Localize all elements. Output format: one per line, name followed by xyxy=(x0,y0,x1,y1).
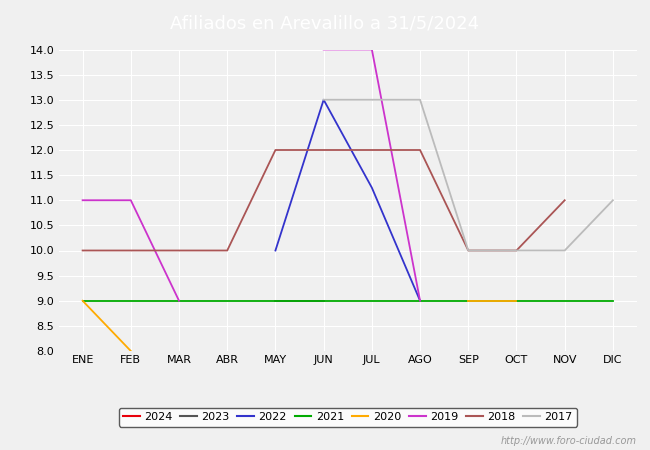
2021 xyxy=(464,298,472,303)
2018 xyxy=(79,248,86,253)
2018 xyxy=(464,248,472,253)
Line: 2022: 2022 xyxy=(276,100,420,301)
Line: 2018: 2018 xyxy=(83,150,565,251)
2021 xyxy=(79,298,86,303)
2018 xyxy=(272,147,280,153)
2021 xyxy=(320,298,328,303)
2020 xyxy=(127,348,135,354)
2021 xyxy=(513,298,521,303)
2017 xyxy=(320,97,328,103)
2021 xyxy=(224,298,231,303)
2021 xyxy=(175,298,183,303)
2021 xyxy=(416,298,424,303)
2018 xyxy=(368,147,376,153)
2017 xyxy=(513,248,521,253)
2021 xyxy=(368,298,376,303)
2018 xyxy=(320,147,328,153)
2019 xyxy=(79,198,86,203)
Text: Afiliados en Arevalillo a 31/5/2024: Afiliados en Arevalillo a 31/5/2024 xyxy=(170,14,480,33)
2022 xyxy=(272,248,280,253)
2021 xyxy=(272,298,280,303)
2018 xyxy=(175,248,183,253)
2020 xyxy=(79,298,86,303)
2017 xyxy=(368,97,376,103)
2017 xyxy=(609,198,617,203)
2022 xyxy=(368,185,376,190)
Line: 2019: 2019 xyxy=(83,200,179,301)
2018 xyxy=(561,198,569,203)
2021 xyxy=(127,298,135,303)
2017 xyxy=(561,248,569,253)
2018 xyxy=(416,147,424,153)
Line: 2020: 2020 xyxy=(83,301,131,351)
Line: 2017: 2017 xyxy=(324,100,613,251)
Legend: 2024, 2023, 2022, 2021, 2020, 2019, 2018, 2017: 2024, 2023, 2022, 2021, 2020, 2019, 2018… xyxy=(118,408,577,427)
2022 xyxy=(416,298,424,303)
2018 xyxy=(513,248,521,253)
2017 xyxy=(464,248,472,253)
2018 xyxy=(224,248,231,253)
2022 xyxy=(320,97,328,103)
2019 xyxy=(175,298,183,303)
Text: http://www.foro-ciudad.com: http://www.foro-ciudad.com xyxy=(501,436,637,446)
2017 xyxy=(416,97,424,103)
2021 xyxy=(609,298,617,303)
2021 xyxy=(561,298,569,303)
2018 xyxy=(127,248,135,253)
2019 xyxy=(127,198,135,203)
